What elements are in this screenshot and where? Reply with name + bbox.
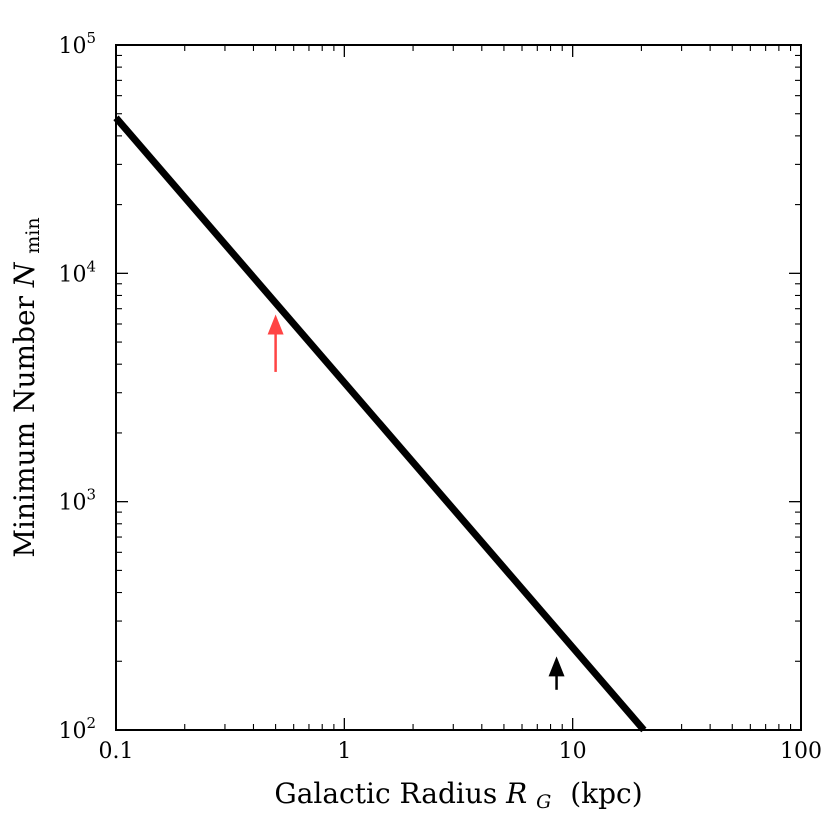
- x-tick-labels: 0.1 1 10 100: [99, 739, 823, 764]
- y-axis-label-prefix: Minimum Number: [8, 287, 41, 558]
- major-ticks: [115, 44, 802, 731]
- x-tick-label: 0.1: [99, 739, 134, 764]
- plot-frame: [115, 44, 802, 731]
- x-axis-label-unit: (kpc): [570, 777, 642, 810]
- x-axis-label-subscript: G: [536, 791, 551, 813]
- x-axis-label-prefix: Galactic Radius: [274, 777, 506, 810]
- y-tick-label: 103: [58, 486, 96, 516]
- series-layer: [113, 115, 647, 733]
- series-line-0: [113, 115, 647, 733]
- y-tick-label: 104: [58, 257, 96, 287]
- annotation-layer: [267, 314, 565, 690]
- x-axis-label: Galactic Radius R G (kpc): [274, 777, 642, 815]
- y-tick-labels: 102 103 104 105: [58, 29, 96, 744]
- x-axis-label-symbol: R: [505, 777, 527, 810]
- y-tick-label: 102: [58, 714, 96, 744]
- y-axis-label-subscript: min: [22, 217, 44, 253]
- x-tick-label: 10: [559, 739, 587, 764]
- minor-ticks: [116, 45, 801, 730]
- x-tick-label: 1: [337, 739, 351, 764]
- y-tick-label: 105: [58, 29, 96, 59]
- x-tick-label: 100: [780, 739, 822, 764]
- y-axis-label-symbol: N: [8, 261, 41, 288]
- arrow-head-1: [548, 656, 565, 677]
- arrow-head-0: [267, 314, 284, 335]
- y-axis-label: Minimum Number N min: [8, 217, 44, 557]
